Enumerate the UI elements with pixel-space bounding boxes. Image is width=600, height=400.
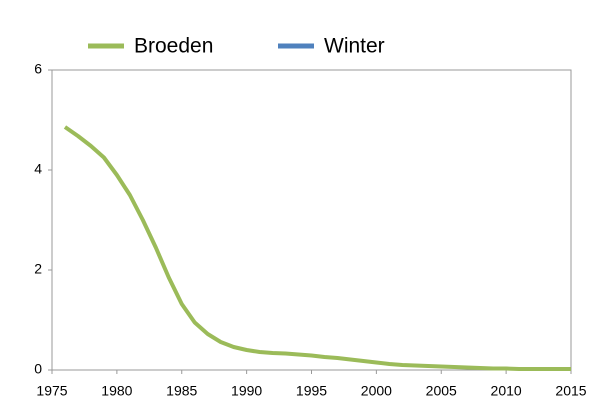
y-tick-label: 4 xyxy=(34,161,42,177)
y-tick-label: 6 xyxy=(34,61,42,77)
x-tick-label: 1980 xyxy=(101,383,132,399)
legend-label: Broeden xyxy=(134,35,213,58)
x-tick-label: 1995 xyxy=(296,383,327,399)
y-tick-label: 0 xyxy=(34,361,42,377)
x-tick-label: 2000 xyxy=(361,383,392,399)
x-tick-label: 2005 xyxy=(426,383,457,399)
x-tick-label: 2015 xyxy=(555,383,586,399)
y-tick-label: 2 xyxy=(34,261,42,277)
plot-frame xyxy=(51,69,572,371)
legend-label: Winter xyxy=(324,35,385,58)
data-line xyxy=(63,125,571,371)
x-tick-label: 2010 xyxy=(491,383,522,399)
x-tick-label: 1975 xyxy=(36,383,67,399)
x-tick-label: 1990 xyxy=(231,383,262,399)
x-tick-label: 1985 xyxy=(166,383,197,399)
